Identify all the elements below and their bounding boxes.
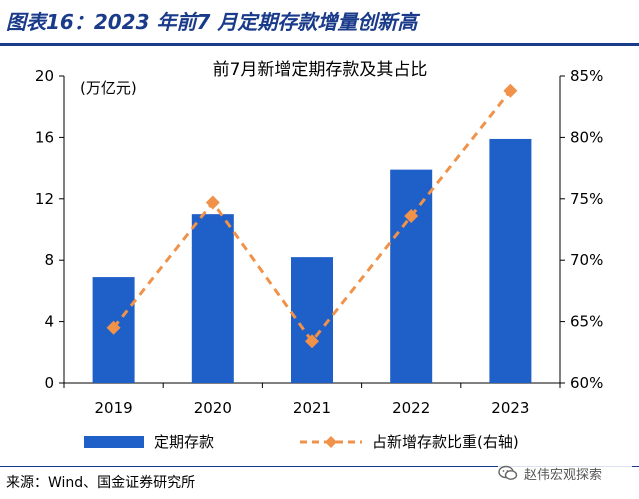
line-marker xyxy=(404,208,419,223)
left-tick-label: 20 xyxy=(35,67,54,85)
left-tick-label: 4 xyxy=(44,313,54,331)
watermark: 赵伟宏观探索 xyxy=(498,462,632,484)
legend-swatch-marker xyxy=(325,436,337,448)
x-tick-label: 2022 xyxy=(392,399,430,417)
unit-label: (万亿元) xyxy=(80,79,137,97)
source-rule xyxy=(0,466,639,467)
line-marker xyxy=(205,195,220,210)
left-tick-label: 0 xyxy=(44,374,54,392)
right-tick-label: 70% xyxy=(570,251,603,269)
legend-swatch-bar xyxy=(84,436,144,448)
right-tick-label: 75% xyxy=(570,190,603,208)
legend-label-bar: 定期存款 xyxy=(154,433,214,451)
line-marker xyxy=(503,83,518,98)
bar xyxy=(390,169,433,383)
right-tick-label: 60% xyxy=(570,374,603,392)
line-marker xyxy=(106,320,121,335)
bar xyxy=(489,138,532,383)
bar xyxy=(191,214,234,383)
legend-label-line: 占新增存款比重(右轴) xyxy=(372,433,519,451)
figure-title: 图表16：2023 年前7 月定期存款增量创新高 xyxy=(6,10,418,34)
legend: 定期存款 占新增存款比重(右轴) xyxy=(84,433,519,451)
left-tick-label: 16 xyxy=(35,128,54,146)
x-tick-label: 2020 xyxy=(194,399,232,417)
right-tick-label: 85% xyxy=(570,67,603,85)
right-tick-label: 80% xyxy=(570,128,603,146)
line-marker xyxy=(305,334,319,349)
left-tick-label: 12 xyxy=(35,190,54,208)
watermark-text: 赵伟宏观探索 xyxy=(524,467,603,483)
plot-area: 0 4 8 12 16 20 60% 65% 70% 75% 80% 85% 2019 2020 2021 2… xyxy=(35,67,603,417)
x-tick-label: 2021 xyxy=(293,399,331,417)
wechat-icon xyxy=(498,465,518,480)
title-rule xyxy=(0,43,639,46)
left-tick-label: 8 xyxy=(44,251,54,269)
bar xyxy=(291,257,333,383)
source-note: 来源：Wind、国金证券研究所 xyxy=(6,475,196,491)
right-tick-label: 65% xyxy=(570,313,603,331)
x-tick-label: 2019 xyxy=(95,399,133,417)
chart-title: 前7月新增定期存款及其占比 xyxy=(213,60,428,80)
x-tick-label: 2023 xyxy=(491,399,529,417)
